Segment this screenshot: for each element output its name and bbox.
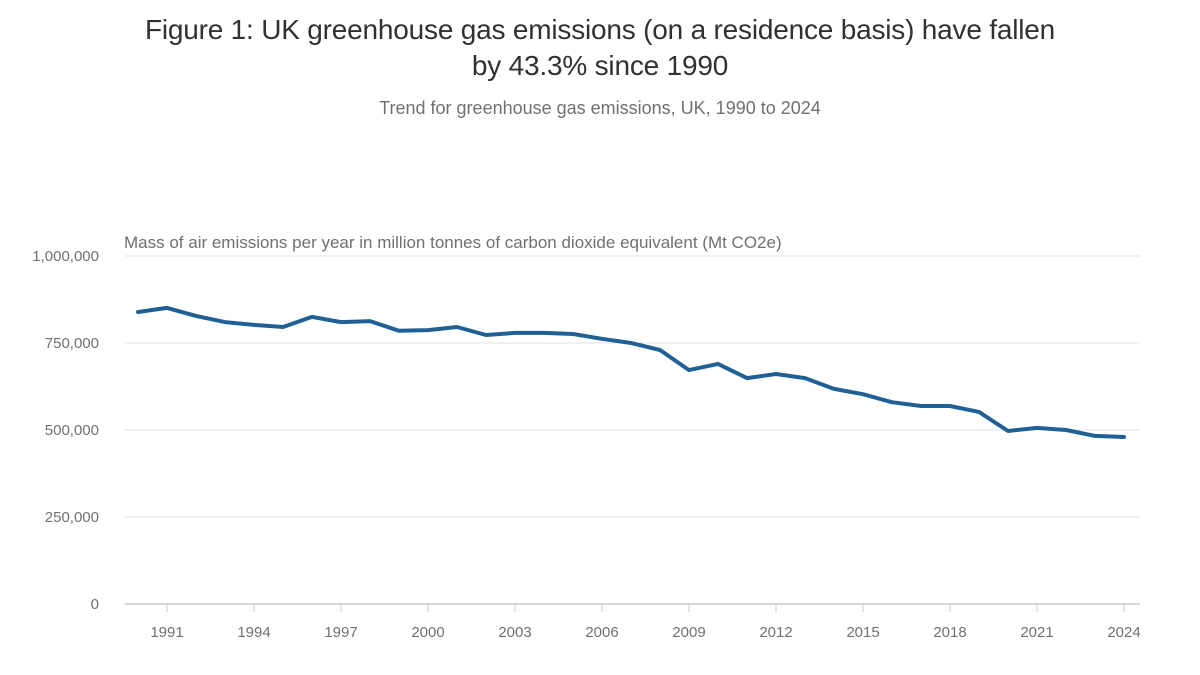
- x-tick-label: 1991: [150, 624, 183, 641]
- x-tick-label: 2024: [1107, 624, 1140, 641]
- data-point: [223, 320, 227, 324]
- data-point: [571, 332, 575, 336]
- data-point: [1006, 429, 1010, 433]
- x-axis: 1991 1994 1997 2000 2003 2006 2009 2012 2015 2018…: [150, 604, 1141, 641]
- data-point: [1064, 428, 1068, 432]
- x-tick-label: 1994: [237, 624, 270, 641]
- data-point: [484, 333, 488, 337]
- data-point: [890, 400, 894, 404]
- data-point: [339, 320, 343, 324]
- series-group: [136, 305, 1126, 439]
- chart-title-line-2: by 43.3% since 1990: [471, 50, 729, 81]
- data-point: [1093, 434, 1097, 438]
- x-tick-label: 2003: [498, 624, 531, 641]
- data-point: [977, 410, 981, 414]
- data-point: [803, 376, 807, 380]
- y-tick-label: 500,000: [45, 422, 99, 439]
- data-point: [1035, 426, 1039, 430]
- y-tick-label: 1,000,000: [32, 248, 99, 265]
- data-point: [658, 348, 662, 352]
- chart-title-line-1: Figure 1: UK greenhouse gas emissions (o…: [144, 14, 1056, 45]
- data-point: [455, 325, 459, 329]
- x-tick-label: 2018: [933, 624, 966, 641]
- x-tick-label: 1997: [324, 624, 357, 641]
- y-axis-ticks: 0 250,000 500,000 750,000 1,000,000: [32, 248, 99, 613]
- data-point: [832, 387, 836, 391]
- data-point: [310, 315, 314, 319]
- y-axis-label: Mass of air emissions per year in millio…: [124, 233, 782, 252]
- data-point: [194, 314, 198, 318]
- data-point: [687, 368, 691, 372]
- data-point: [368, 319, 372, 323]
- y-tick-label: 750,000: [45, 335, 99, 352]
- chart-title: Figure 1: UK greenhouse gas emissions (o…: [0, 12, 1200, 84]
- data-point: [716, 362, 720, 366]
- data-point: [600, 337, 604, 341]
- x-tick-label: 2006: [585, 624, 618, 641]
- data-point: [948, 404, 952, 408]
- data-point: [745, 376, 749, 380]
- x-tick-label: 2021: [1020, 624, 1053, 641]
- data-point: [919, 404, 923, 408]
- y-tick-label: 0: [91, 596, 99, 613]
- data-point: [629, 341, 633, 345]
- series-line: [136, 305, 1126, 439]
- data-point: [542, 331, 546, 335]
- data-point: [165, 306, 169, 310]
- chart-subtitle: Trend for greenhouse gas emissions, UK, …: [379, 98, 821, 118]
- x-tick-label: 2000: [411, 624, 444, 641]
- gridlines: [125, 255, 1140, 605]
- data-point: [281, 325, 285, 329]
- data-point: [426, 328, 430, 332]
- x-tick-label: 2012: [759, 624, 792, 641]
- data-point: [397, 329, 401, 333]
- data-point: [774, 372, 778, 376]
- x-tick-label: 2015: [846, 624, 879, 641]
- data-point: [1122, 435, 1126, 439]
- x-tick-label: 2009: [672, 624, 705, 641]
- data-point: [513, 331, 517, 335]
- data-point: [136, 310, 140, 314]
- data-point: [861, 392, 865, 396]
- y-tick-label: 250,000: [45, 509, 99, 526]
- data-point: [252, 323, 256, 327]
